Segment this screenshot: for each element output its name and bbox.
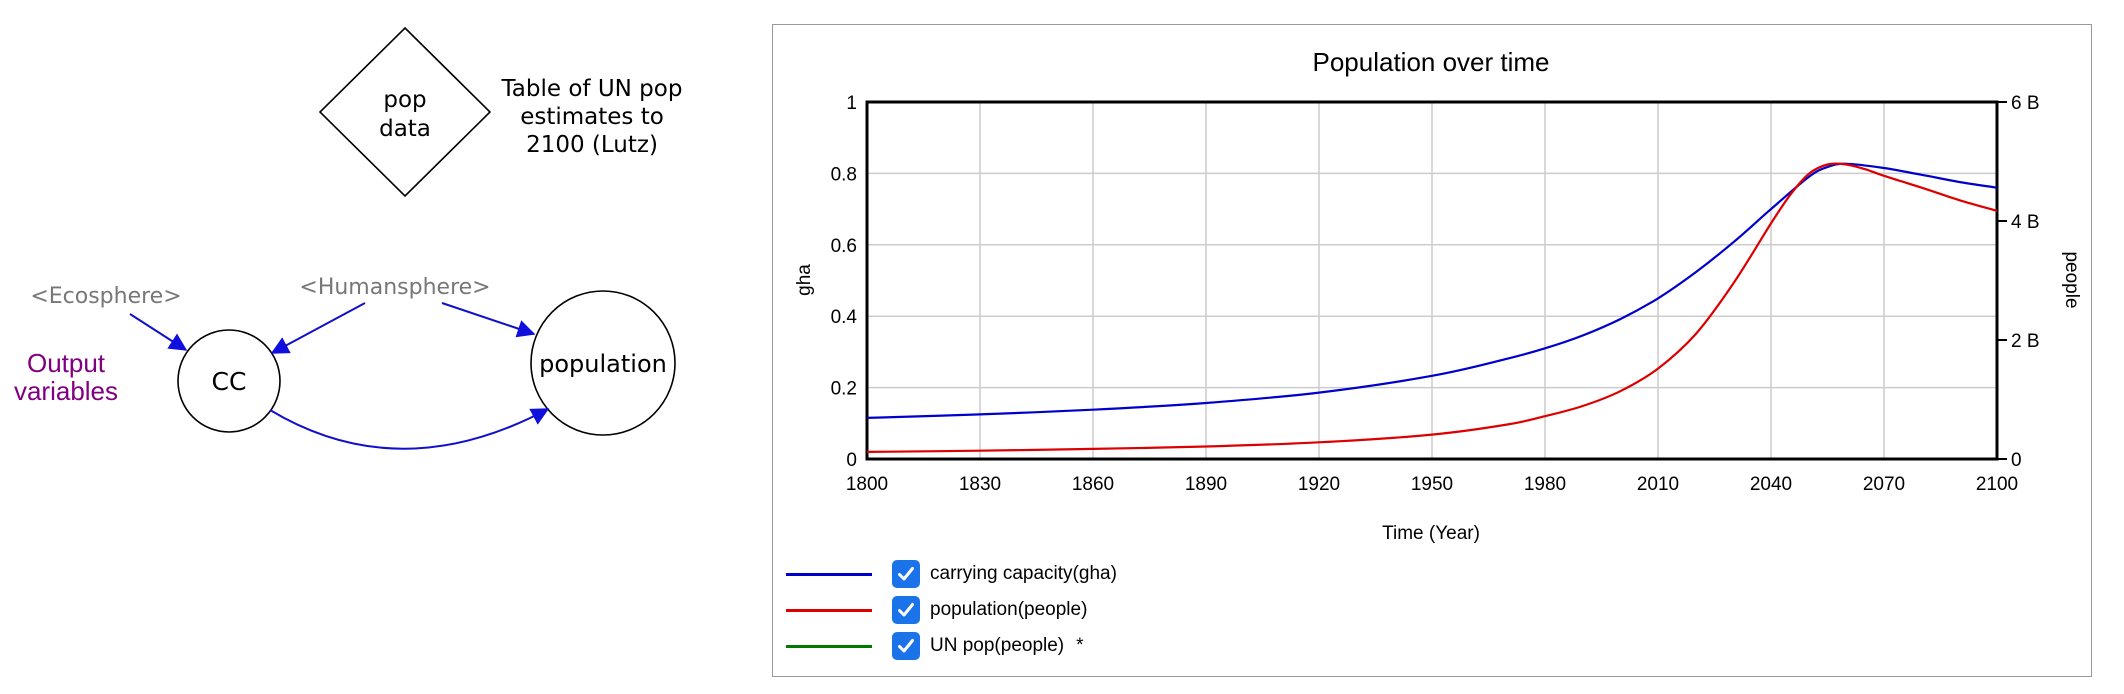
pop-data-note-line2: estimates to — [520, 104, 664, 130]
legend-label: carrying capacity(gha) — [930, 563, 1117, 584]
legend-item-2: UN pop(people) * — [786, 628, 1117, 664]
legend-swatch — [786, 608, 872, 612]
population-circle — [530, 290, 676, 436]
legend-marker: * — [1076, 635, 1084, 656]
output-variables-label-line1: Output — [27, 348, 106, 378]
cc-label: CC — [212, 367, 247, 396]
legend-label: UN pop(people) — [930, 635, 1065, 656]
output-variables-label-line2: variables — [14, 376, 118, 406]
link-ecosphere-to-cc[interactable] — [129, 313, 188, 351]
pop-data-lookup[interactable]: pop data — [318, 26, 492, 198]
pop-data-note: Table of UN pop estimates to 2100 (Lutz) — [501, 76, 683, 158]
humansphere-shadow-variable[interactable]: <Humansphere> — [299, 275, 490, 300]
check-icon — [898, 639, 914, 653]
legend-swatch — [786, 644, 872, 648]
legend-swatch — [786, 572, 872, 576]
legend-item-1: population(people) — [786, 592, 1117, 628]
pop-data-label-line1: pop — [383, 87, 426, 113]
legend-item-0: carrying capacity(gha) — [786, 556, 1117, 592]
pop-data-label-line2: data — [379, 116, 431, 142]
chart-panel — [772, 24, 2092, 677]
check-icon — [898, 603, 914, 617]
legend-checkbox[interactable] — [892, 596, 920, 624]
cc-variable[interactable]: CC — [177, 329, 281, 433]
cc-circle — [177, 329, 281, 433]
legend-checkbox[interactable] — [892, 560, 920, 588]
pop-data-note-line1: Table of UN pop — [501, 76, 683, 102]
population-label: population — [539, 350, 667, 378]
legend-checkbox[interactable] — [892, 632, 920, 660]
chart-legend: carrying capacity(gha) population(people)… — [786, 556, 1117, 664]
link-humansphere-to-cc[interactable] — [270, 302, 366, 354]
pop-data-diamond — [318, 26, 492, 198]
check-icon — [898, 567, 914, 581]
pop-data-note-line3: 2100 (Lutz) — [526, 132, 658, 158]
population-variable[interactable]: population — [530, 290, 676, 436]
link-humansphere-to-population[interactable] — [441, 302, 536, 338]
legend-label: population(people) — [930, 599, 1088, 620]
model-diagram: pop data Table of UN pop estimates to 21… — [14, 26, 683, 450]
link-cc-to-population[interactable] — [269, 408, 550, 450]
ecosphere-shadow-variable[interactable]: <Ecosphere> — [30, 284, 181, 309]
